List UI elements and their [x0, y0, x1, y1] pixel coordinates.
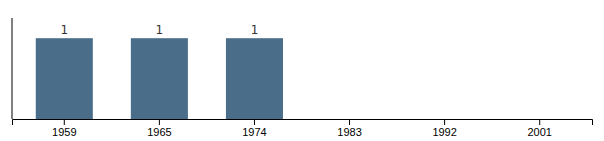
x-tick-mark [444, 119, 445, 125]
data-labels: 1 1 1 [60, 23, 258, 37]
x-tick-label: 1959 [52, 126, 76, 138]
data-label: 1 [156, 23, 164, 37]
chart-svg: 1959 1965 1974 1983 1992 2001 1 1 1 [0, 0, 604, 141]
x-tick-label: 1965 [147, 126, 171, 138]
y-axis-line [12, 18, 13, 119]
x-tick-mark [159, 119, 160, 125]
x-tick-mark [349, 119, 350, 125]
data-label: 1 [251, 23, 259, 37]
x-tick: 2001 [527, 119, 551, 138]
bar [226, 38, 283, 119]
x-tick-label: 2001 [527, 126, 551, 138]
x-tick: 1959 [52, 119, 76, 138]
x-tick-label: 1974 [242, 126, 266, 138]
plot: 1959 1965 1974 1983 1992 2001 1 1 1 [12, 18, 593, 138]
x-axis-line [13, 120, 593, 126]
x-tick: 1965 [147, 119, 171, 138]
x-tick: 1983 [337, 119, 361, 138]
x-tick: 1974 [242, 119, 266, 138]
x-tick-mark [64, 119, 65, 125]
bar [511, 119, 568, 120]
bar [36, 38, 93, 119]
x-tick: 1992 [432, 119, 456, 138]
data-label: 1 [60, 23, 68, 37]
chart-container: 1959 1965 1974 1983 1992 2001 1 1 1 [0, 0, 604, 141]
x-tick-mark [254, 119, 255, 125]
bar [131, 38, 188, 119]
bar [416, 119, 473, 120]
x-tick-mark [539, 119, 540, 125]
bar [321, 119, 378, 120]
x-axis: 1959 1965 1974 1983 1992 2001 [13, 119, 593, 138]
bars [36, 38, 283, 119]
x-tick-label: 1983 [337, 126, 361, 138]
x-tick-label: 1992 [432, 126, 456, 138]
